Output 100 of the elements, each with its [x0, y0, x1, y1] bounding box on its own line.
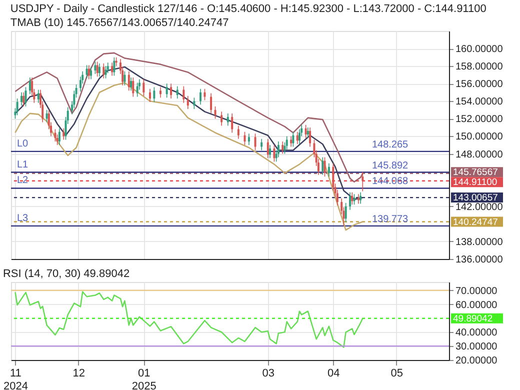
candlestick	[98, 63, 100, 77]
candlestick	[324, 156, 326, 177]
candlestick	[344, 202, 347, 223]
ref-line-label: L0	[17, 138, 29, 150]
x-tick-label: 12	[72, 368, 86, 380]
y-tick-label: 156.00000	[456, 79, 504, 90]
candlestick	[269, 144, 272, 159]
candlestick	[111, 62, 114, 76]
candlestick	[351, 192, 354, 206]
x-tick-label: 04	[328, 368, 340, 380]
candlestick	[86, 64, 88, 79]
candlestick	[124, 70, 126, 86]
candlestick	[20, 92, 23, 106]
y-tick-label: 160.00000	[456, 44, 504, 56]
candlestick	[28, 77, 31, 95]
candlestick	[296, 131, 298, 145]
candlestick	[130, 77, 132, 92]
candlestick	[214, 106, 216, 120]
ref-line-label: 49.89042	[453, 313, 493, 324]
candlestick	[220, 111, 223, 126]
candlestick	[349, 192, 352, 210]
candlestick	[322, 156, 324, 176]
candlestick	[306, 127, 309, 138]
y-tick-label: 40.00000	[456, 328, 498, 339]
candlestick	[248, 133, 250, 146]
chart-title: RSI (14, 70, 30) 49.89042	[2, 268, 130, 280]
candlestick	[132, 77, 134, 98]
chart-subtitle: TMAB (10) 145.76567/143.00657/140.24747	[10, 17, 229, 29]
y-tick-label: 148.00000	[456, 149, 504, 160]
candlestick	[22, 92, 25, 107]
candlestick	[273, 144, 276, 162]
candlestick	[16, 98, 18, 116]
y-tick-label: 152.00000	[456, 114, 504, 126]
candlestick	[309, 127, 312, 148]
ref-line-label: 144.91100	[453, 177, 498, 188]
y-tick-label: 70.00000	[456, 286, 498, 297]
annotation: 144.068	[372, 176, 409, 188]
candlestick	[160, 86, 162, 98]
candlestick	[290, 136, 292, 148]
candlestick	[360, 192, 362, 204]
candlestick	[328, 163, 330, 177]
candlestick	[142, 78, 145, 96]
candlestick	[37, 89, 40, 104]
candlestick	[282, 141, 284, 154]
candlestick	[200, 88, 202, 106]
candlestick	[90, 66, 92, 80]
candlestick	[153, 86, 156, 102]
candlestick	[24, 86, 27, 107]
candlestick	[266, 138, 269, 159]
candlestick	[254, 133, 256, 151]
candlestick	[237, 125, 240, 140]
ref-line-label: L2	[17, 175, 29, 186]
candlestick	[94, 61, 96, 74]
ref-line-label: 143.00657	[453, 192, 498, 204]
candlestick	[58, 128, 60, 146]
candlestick	[277, 141, 280, 158]
y-tick-label: 138.00000	[456, 236, 504, 248]
candlestick	[166, 83, 168, 98]
candlestick	[210, 92, 212, 114]
candlestick	[292, 131, 294, 148]
x-tick-label: 01 2025	[132, 368, 156, 390]
candlestick	[113, 56, 116, 76]
candlestick	[128, 70, 130, 92]
ref-line-label: 140.24747	[453, 216, 498, 228]
candlestick	[88, 64, 90, 80]
candlestick	[46, 110, 48, 123]
ref-line-label: 145.76567	[453, 167, 498, 178]
x-tick-label: 03	[262, 368, 275, 380]
y-tick-label: 158.00000	[456, 62, 504, 73]
candlestick	[104, 66, 107, 79]
candlestick	[304, 124, 307, 138]
ref-line-label: L1	[17, 159, 29, 170]
y-tick-label: 154.00000	[456, 96, 504, 108]
candlestick	[182, 86, 185, 104]
candlestick	[231, 113, 234, 134]
candlestick	[62, 128, 65, 140]
candlestick	[54, 128, 56, 142]
candlestick	[353, 194, 356, 206]
candlestick	[226, 113, 229, 126]
y-tick-label: 150.00000	[456, 132, 504, 143]
candlestick	[170, 83, 172, 99]
y-tick-label: 30.00000	[456, 342, 498, 353]
candlestick	[357, 194, 360, 204]
candlestick	[204, 88, 206, 101]
line-series	[14, 66, 364, 200]
x-tick-label: 05	[390, 368, 403, 380]
candlestick	[176, 86, 178, 99]
candlestick	[286, 136, 288, 150]
x-tick-label: 11 2024	[3, 368, 28, 390]
chart-title: USDJPY - Daily - Candlestick 127/146 - O:145.40600 - H:145.92300 - L:143.72000 - C:144.91100	[10, 3, 486, 15]
line-series	[14, 291, 364, 348]
candlestick	[148, 88, 151, 102]
candlestick	[186, 95, 189, 110]
y-tick-label: 136.00000	[456, 254, 504, 266]
candlestick	[260, 138, 263, 151]
candlestick	[136, 82, 138, 98]
candlestick	[298, 128, 300, 145]
ref-line-label: L3	[17, 212, 29, 224]
candlestick	[102, 63, 105, 79]
annotation: 148.265	[372, 139, 409, 150]
